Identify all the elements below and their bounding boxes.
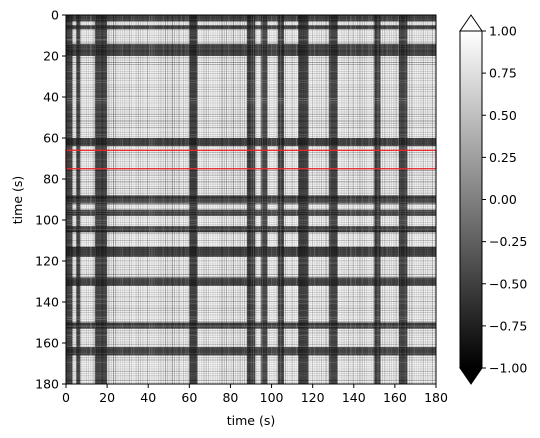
dark-band-h-7	[66, 246, 436, 257]
x-tick-label: 60	[181, 390, 197, 405]
colorbar-tick-label: 0.00	[489, 192, 517, 207]
colorbar: 1.00 0.75 0.50 0.25 0.00 −0.25 −0.50 −0.75 −1.00	[459, 14, 527, 385]
y-tick-label: 100	[35, 213, 59, 228]
x-tick-label: 20	[99, 390, 115, 405]
heatmap-texture	[65, 14, 436, 384]
dark-band-h-6	[66, 226, 436, 233]
x-tick-label: 140	[342, 390, 366, 405]
x-tick-label: 0	[62, 390, 70, 405]
x-axis: 0 20 40 60 80 100 120 140 160 180	[62, 384, 448, 405]
dark-band-h-5	[66, 209, 436, 216]
colorbar-extend-top	[459, 14, 483, 32]
colorbar-extend-bottom	[459, 367, 483, 385]
dark-band-h-4	[66, 195, 436, 204]
x-tick-label: 180	[424, 390, 448, 405]
dark-band-h-1	[66, 25, 436, 30]
colorbar-gradient	[459, 30, 483, 369]
y-tick-label: 20	[43, 49, 59, 64]
dark-band-h-0	[66, 15, 436, 22]
x-axis-label: time (s)	[227, 413, 275, 428]
horizontal-dark-bands	[66, 15, 436, 356]
y-axis-label: time (s)	[10, 176, 25, 224]
dark-band-h-8	[66, 277, 436, 286]
x-tick-label: 120	[301, 390, 325, 405]
y-tick-label: 140	[35, 295, 59, 310]
colorbar-tick-label: −0.75	[489, 318, 527, 333]
colorbar-tick-label: −0.25	[489, 234, 527, 249]
y-tick-label: 40	[43, 90, 59, 105]
dark-band-h-3	[66, 138, 436, 147]
y-tick-label: 0	[51, 8, 59, 23]
x-tick-label: 100	[260, 390, 284, 405]
x-tick-label: 40	[140, 390, 156, 405]
y-tick-label: 180	[35, 377, 59, 392]
colorbar-tick-label: 0.50	[489, 108, 517, 123]
colorbar-tick-label: 0.25	[489, 150, 517, 165]
dark-band-h-2	[66, 43, 436, 56]
y-tick-label: 160	[35, 336, 59, 351]
plot-frame	[65, 14, 437, 385]
x-tick-label: 160	[383, 390, 407, 405]
dark-band-h-9	[66, 322, 436, 329]
y-tick-label: 80	[43, 172, 59, 187]
y-axis: 0 20 40 60 80 100 120 140 160 180	[35, 8, 66, 392]
colorbar-ticks: 1.00 0.75 0.50 0.25 0.00 −0.25 −0.50 −0.75 −1.00	[482, 24, 527, 376]
x-tick-label: 80	[222, 390, 238, 405]
plot-area	[65, 14, 437, 385]
dark-band-h-10	[66, 347, 436, 356]
colorbar-tick-label: −0.50	[489, 276, 527, 291]
y-tick-label: 60	[43, 131, 59, 146]
colorbar-tick-label: 1.00	[489, 24, 517, 39]
colorbar-tick-label: 0.75	[489, 66, 517, 81]
y-tick-label: 120	[35, 254, 59, 269]
colorbar-tick-label: −1.00	[489, 361, 527, 376]
